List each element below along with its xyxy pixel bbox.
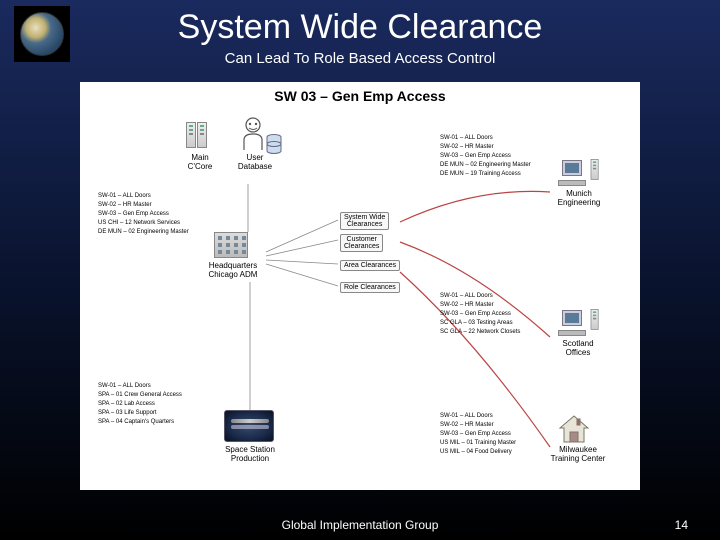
access-list-item: SPA – 03 Life Support: [98, 409, 182, 418]
access-list-scotland_list: SW-01 – ALL DoorsSW-02 – HR MasterSW-03 …: [440, 292, 520, 337]
pc-icon: [558, 310, 586, 336]
munich-label: MunichEngineering: [546, 190, 612, 208]
access-list-item: SW-01 – ALL Doors: [440, 412, 516, 421]
access-list-station_list: SW-01 – ALL DoorsSPA – 01 Crew General A…: [98, 382, 182, 427]
access-list-item: SW-01 – ALL Doors: [98, 382, 182, 391]
scotland-label: ScotlandOffices: [550, 340, 606, 358]
building-icon: [214, 232, 248, 258]
access-list-item: SW-03 – Gen Emp Access: [440, 310, 520, 319]
access-list-item: SPA – 01 Crew General Access: [98, 391, 182, 400]
access-list-item: SW-02 – HR Master: [440, 421, 516, 430]
server-icon: [591, 159, 612, 183]
space-station-icon: [224, 410, 274, 442]
access-list-item: SW-02 – HR Master: [98, 201, 189, 210]
headquarters-label: HeadquartersChicago ADM: [198, 262, 268, 280]
access-list-item: SW-03 – Gen Emp Access: [98, 210, 189, 219]
access-list-munich_list: SW-01 – ALL DoorsSW-02 – HR MasterSW-03 …: [440, 134, 531, 179]
clearance-box: Area Clearances: [340, 260, 400, 271]
access-list-item: SC GLA – 22 Network Closets: [440, 328, 520, 337]
page-number: 14: [675, 518, 688, 532]
access-list-item: SW-01 – ALL Doors: [98, 192, 189, 201]
access-list-item: SW-02 – HR Master: [440, 143, 531, 152]
slide-subtitle: Can Lead To Role Based Access Control: [0, 50, 720, 67]
server-icon: [591, 309, 612, 333]
access-list-item: SPA – 02 Lab Access: [98, 400, 182, 409]
footer-text: Global Implementation Group: [0, 518, 720, 532]
access-list-milwaukee_list: SW-01 – ALL DoorsSW-02 – HR MasterSW-03 …: [440, 412, 516, 457]
user-icon: [238, 116, 268, 150]
database-icon: [266, 134, 282, 154]
clearance-box: CustomerClearances: [340, 234, 383, 252]
access-list-item: SW-02 – HR Master: [440, 301, 520, 310]
clearance-box: Role Clearances: [340, 282, 400, 293]
space-station-label: Space StationProduction: [214, 446, 286, 464]
access-list-item: SW-03 – Gen Emp Access: [440, 152, 531, 161]
main-cstore-label: MainC'Core: [180, 154, 220, 172]
access-list-item: US MIL – 04 Food Delivery: [440, 448, 516, 457]
access-list-item: SC GLA – 03 Testing Areas: [440, 319, 520, 328]
access-list-item: DE MUN – 19 Training Access: [440, 170, 531, 179]
pc-icon: [558, 160, 586, 186]
diagram-title: SW 03 – Gen Emp Access: [80, 88, 640, 104]
access-list-item: US MIL – 01 Training Master: [440, 439, 516, 448]
server-icon: [186, 122, 212, 152]
access-list-item: SW-03 – Gen Emp Access: [440, 430, 516, 439]
milwaukee-label: MilwaukeeTraining Center: [540, 446, 616, 464]
access-list-item: SPA – 04 Captain's Quarters: [98, 418, 182, 427]
access-list-hq_left: SW-01 – ALL DoorsSW-02 – HR MasterSW-03 …: [98, 192, 189, 237]
slide-title: System Wide Clearance: [0, 8, 720, 47]
access-list-item: SW-01 – ALL Doors: [440, 292, 520, 301]
diagram-panel: SW 03 – Gen Emp Access MainC'Core UserDa…: [80, 82, 640, 490]
access-list-item: US CHI – 12 Network Services: [98, 219, 189, 228]
access-list-item: DE MUN – 02 Engineering Master: [440, 161, 531, 170]
access-list-item: DE MUN – 02 Engineering Master: [98, 228, 189, 237]
access-list-item: SW-01 – ALL Doors: [440, 134, 531, 143]
user-database-label: UserDatabase: [230, 154, 280, 172]
house-icon: [558, 414, 590, 444]
clearance-box: System WideClearances: [340, 212, 389, 230]
